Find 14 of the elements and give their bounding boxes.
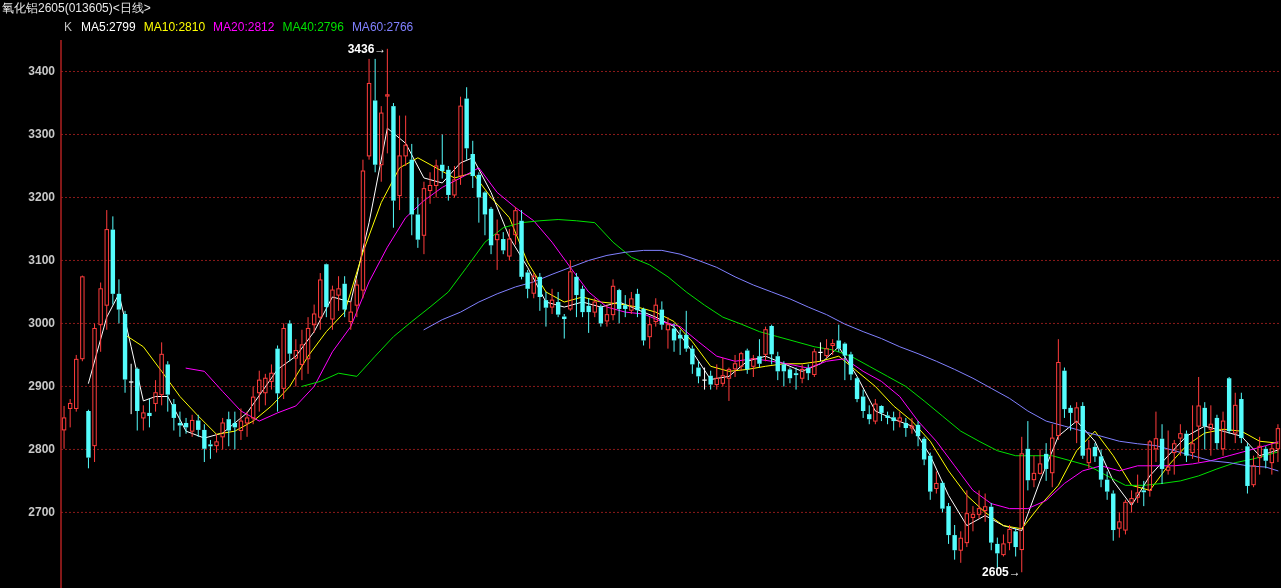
text: MA60:2766 xyxy=(351,20,414,34)
text: MA40:2796 xyxy=(282,20,345,34)
y-tick-label: 2900 xyxy=(28,379,56,394)
chart-title: 氧化铝2605(013605)<日线> xyxy=(2,1,151,15)
y-tick-label: 2800 xyxy=(28,442,56,457)
text: MA5:2799 xyxy=(81,20,137,34)
y-tick-label: 3100 xyxy=(28,253,56,268)
y-tick-label: 3000 xyxy=(28,316,56,331)
y-tick-label: 3400 xyxy=(28,64,56,79)
text: MA10:2810 xyxy=(143,20,206,34)
text: MA20:2812 xyxy=(213,20,275,34)
y-tick-label: 3200 xyxy=(28,190,56,205)
y-tick-label: 3300 xyxy=(28,127,56,142)
y-tick-label: 2700 xyxy=(28,505,56,520)
